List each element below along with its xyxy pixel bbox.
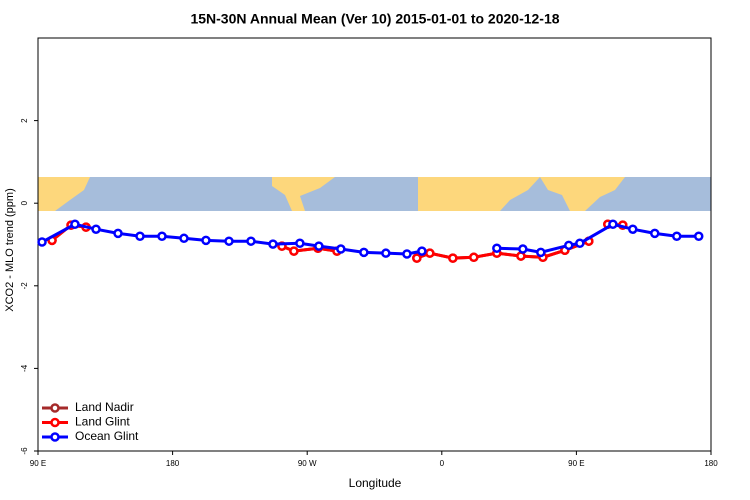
y-tick-label: -4: [20, 364, 29, 372]
data-point: [575, 238, 585, 249]
data-point: [201, 235, 211, 246]
data-point: [314, 241, 324, 251]
x-tick-label: 90 E: [568, 459, 584, 468]
legend-label: Land Glint: [75, 415, 130, 429]
data-point: [268, 239, 278, 249]
data-point: [448, 253, 458, 263]
data-point: [402, 249, 412, 259]
data-point: [224, 236, 234, 246]
data-point: [425, 248, 435, 258]
data-point: [246, 236, 256, 246]
data-point: [113, 228, 123, 239]
y-tick-label: -2: [20, 282, 29, 290]
legend-marker: [50, 417, 60, 428]
data-point: [157, 231, 167, 241]
data-point: [336, 244, 346, 254]
data-point: [536, 247, 546, 258]
chart-title: 15N-30N Annual Mean (Ver 10) 2015-01-01 …: [190, 11, 559, 27]
data-point: [672, 231, 682, 241]
data-point: [289, 246, 299, 256]
data-point: [70, 219, 80, 230]
data-point: [179, 233, 189, 244]
data-point: [412, 253, 422, 263]
data-point: [417, 246, 427, 256]
data-point: [469, 252, 479, 263]
data-point: [381, 248, 391, 258]
x-tick-label: 90 E: [30, 459, 46, 468]
data-point: [608, 219, 618, 230]
data-point: [650, 228, 660, 239]
y-axis-label: XCO2 - MLO trend (ppm): [4, 188, 16, 311]
x-tick-label: 180: [166, 459, 180, 468]
legend-label: Ocean Glint: [75, 429, 139, 443]
y-tick-label: 2: [20, 118, 29, 123]
x-tick-label: 90 W: [298, 459, 317, 468]
data-point: [492, 243, 502, 253]
data-point: [37, 237, 47, 247]
legend-marker: [50, 432, 60, 442]
data-point: [91, 224, 101, 234]
legend-label: Land Nadir: [75, 400, 134, 414]
legend-marker: [50, 403, 60, 413]
data-point: [295, 238, 305, 249]
data-point: [564, 240, 574, 251]
data-point: [628, 224, 638, 234]
map-strip: [38, 177, 711, 211]
data-point: [518, 244, 528, 254]
x-tick-label: 180: [704, 459, 718, 468]
x-tick-label: 0: [440, 459, 445, 468]
y-tick-label: -6: [20, 447, 29, 455]
y-tick-label: 0: [20, 200, 29, 205]
data-point: [359, 247, 369, 258]
data-point: [693, 231, 704, 241]
data-point: [135, 231, 145, 241]
x-axis-label: Longitude: [349, 476, 402, 490]
